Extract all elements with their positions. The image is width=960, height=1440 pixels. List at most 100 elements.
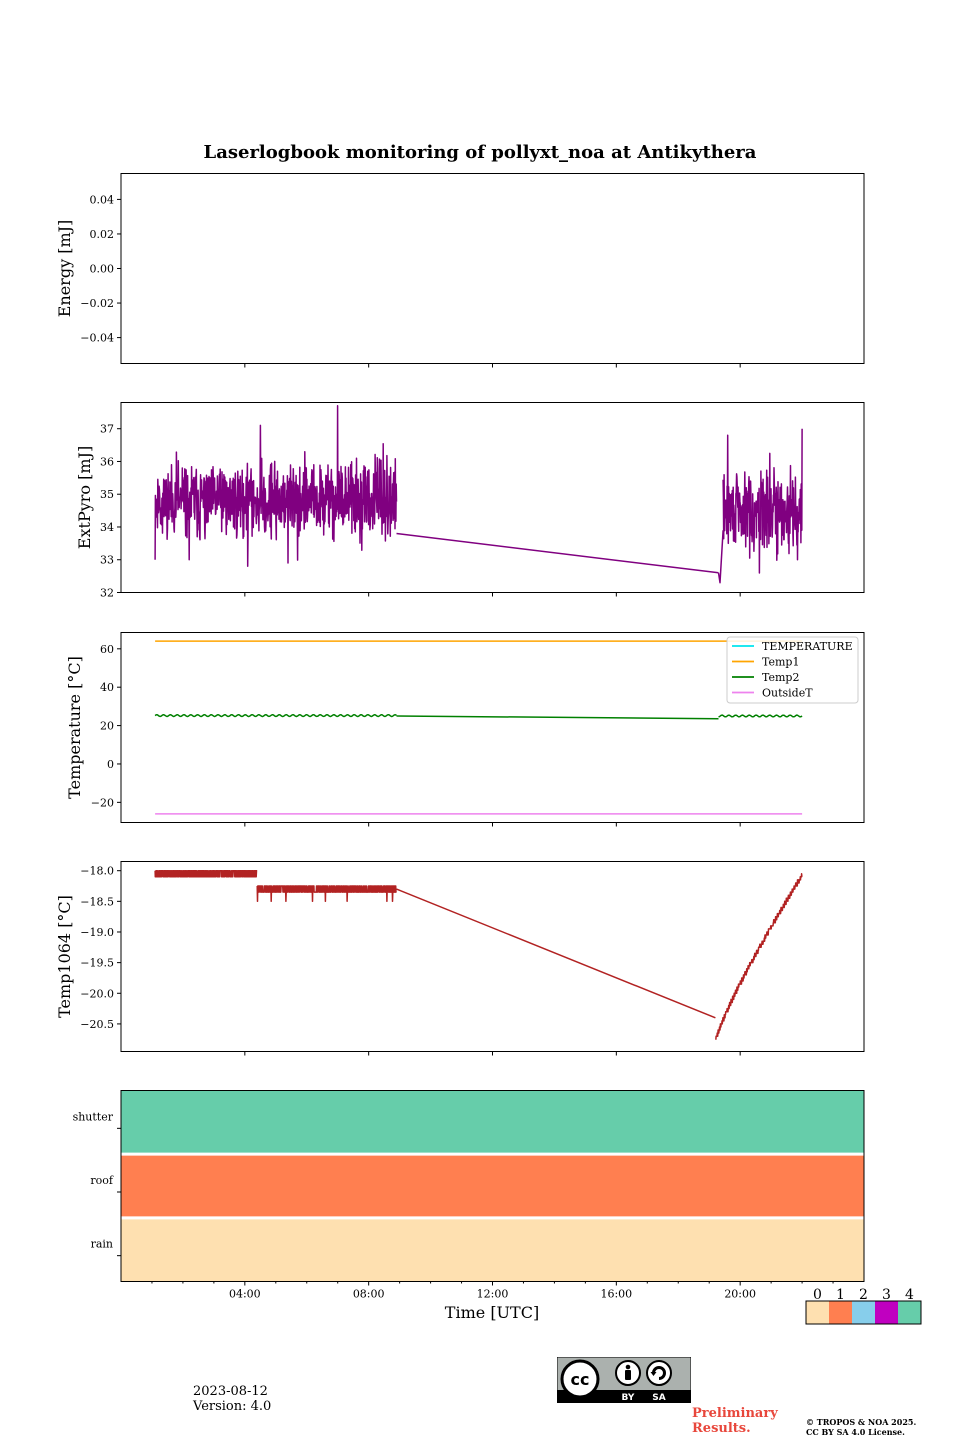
extpyro-line-segment	[722, 428, 803, 574]
energy-yticks: 0.04 0.02 0.00 −0.02 −0.04	[80, 193, 121, 345]
energy-xticks	[244, 363, 741, 368]
ytick-label: 40	[100, 681, 114, 694]
energy-axes-frame	[120, 173, 865, 364]
extpyro-line-segment	[396, 532, 719, 574]
temperature-xticks	[244, 822, 741, 827]
ytick-label: −19.5	[80, 957, 114, 970]
xtick-label: 08:00	[353, 1288, 385, 1301]
ytick-label: 34	[100, 521, 114, 534]
temp1064-line-segment	[714, 873, 803, 1040]
ytick-label: 20	[100, 720, 114, 733]
colorbar-tick-3: 3	[882, 1287, 891, 1303]
colorbar-cell-3	[875, 1301, 898, 1324]
figure-title: Laserlogbook monitoring of pollyxt_noa a…	[204, 142, 757, 163]
energy-panel: 0.04 0.02 0.00 −0.02 −0.04 Energy [mJ]	[55, 173, 865, 368]
energy-ylabel: Energy [mJ]	[55, 220, 74, 318]
extpyro-ylabel: ExtPyro [mJ]	[75, 446, 94, 549]
ytick-label: 36	[100, 455, 114, 468]
ytick-label: 0.00	[90, 263, 115, 276]
ytick-label: 0.02	[90, 228, 115, 241]
cc-icon	[560, 1359, 600, 1399]
temp1064-axes-frame	[120, 861, 865, 1052]
colorbar-cell-2	[852, 1301, 875, 1324]
colorbar-cell-4	[898, 1301, 921, 1324]
ytick-label: −19.0	[80, 926, 114, 939]
cc-glyph: cc	[571, 1370, 590, 1389]
badge-by-label: BY	[622, 1393, 635, 1403]
temp2-line-segment	[718, 714, 803, 718]
xtick-label: 20:00	[724, 1288, 756, 1301]
status-xlabel: Time [UTC]	[445, 1303, 539, 1322]
copyright-notice: © TROPOS & NOA 2025. CC BY SA 4.0 Licens…	[806, 1417, 956, 1437]
temperature-ylabel: Temperature [°C]	[65, 656, 84, 799]
ytick-label: 0.04	[90, 193, 115, 206]
ytick-label: −0.02	[80, 297, 114, 310]
xtick-label: 16:00	[600, 1288, 632, 1301]
xtick-label: 04:00	[229, 1288, 261, 1301]
temp1064-ylabel: Temp1064 [°C]	[55, 895, 74, 1018]
temperature-series	[154, 640, 803, 815]
temp1064-series	[154, 869, 803, 1040]
temp1064-panel: −18.0 −18.5 −19.0 −19.5 −20.0 −20.5 Temp1064 …	[55, 861, 865, 1056]
colorbar-frame	[805, 1300, 922, 1325]
temp1064-line-segment	[396, 888, 716, 1019]
ytick-label: 60	[100, 643, 114, 656]
ytick-label: −20.5	[80, 1018, 114, 1031]
status-row-label-shutter: shutter	[73, 1110, 114, 1123]
status-panel: shutter roof rain 04:00 08:00 12:00 16:00 20:0…	[73, 1090, 865, 1322]
xtick-label: 12:00	[477, 1288, 509, 1301]
temp2-line-segment	[154, 713, 397, 718]
badge-sa-label: SA	[652, 1393, 665, 1403]
status-xticks: 04:00 08:00 12:00 16:00 20:00	[151, 1281, 834, 1301]
extpyro-panel: 32 33 34 35 36 37 ExtPyro [mJ]	[75, 402, 865, 600]
legend-label-outsidet: OutsideT	[762, 687, 813, 700]
temperature-yticks: 60 40 20 0 −20	[91, 643, 121, 809]
temp1064-line-segment	[256, 885, 398, 903]
status-row-roof	[121, 1154, 864, 1218]
colorbar-tick-2: 2	[859, 1287, 868, 1303]
colorbar-cell-1	[829, 1301, 852, 1324]
legend-label-temperature: TEMPERATURE	[762, 640, 853, 653]
copyright-line-2: CC BY SA 4.0 License.	[806, 1427, 905, 1437]
ytick-label: 32	[100, 587, 114, 600]
extpyro-line-segment	[154, 405, 398, 567]
status-row-label-rain: rain	[91, 1238, 113, 1251]
preliminary-results-note: Preliminary Results.	[692, 1406, 778, 1436]
extpyro-xticks	[244, 592, 741, 597]
ytick-label: 0	[107, 758, 114, 771]
temp1064-line-segment	[154, 869, 258, 878]
date-text: 2023-08-12	[193, 1384, 268, 1399]
colorbar-tick-4: 4	[905, 1287, 914, 1303]
legend-label-temp2: Temp2	[762, 671, 799, 684]
sa-share-icon	[646, 1360, 672, 1386]
status-row-rain	[121, 1217, 864, 1282]
temp2-line-segment	[396, 715, 719, 720]
ytick-label: −20	[91, 796, 114, 809]
colorbar-tick-1: 1	[836, 1287, 845, 1303]
ytick-label: 37	[100, 423, 114, 436]
extpyro-line-segment	[717, 530, 724, 584]
ytick-label: −18.0	[80, 865, 114, 878]
extpyro-series	[154, 405, 803, 584]
status-row-label-roof: roof	[90, 1174, 114, 1187]
legend-label-temp1: Temp1	[762, 656, 799, 669]
copyright-line-1: © TROPOS & NOA 2025.	[806, 1417, 917, 1427]
temp1064-yticks: −18.0 −18.5 −19.0 −19.5 −20.0 −20.5	[80, 865, 121, 1031]
date-version-block: 2023-08-12 Version: 4.0	[193, 1384, 271, 1414]
temp1064-xticks	[244, 1051, 741, 1056]
ytick-label: 35	[100, 488, 114, 501]
ytick-label: 33	[100, 554, 114, 567]
ytick-label: −0.04	[80, 332, 114, 345]
temperature-legend: TEMPERATURE Temp1 Temp2 OutsideT	[726, 636, 859, 704]
legend-box	[726, 636, 859, 704]
status-yticks: shutter roof rain	[73, 1110, 121, 1257]
version-text: Version: 4.0	[193, 1399, 272, 1414]
status-rows	[121, 1090, 864, 1282]
ytick-label: −20.0	[80, 987, 114, 1000]
colorbar-tick-0: 0	[813, 1287, 822, 1303]
colorbar-cell-0	[806, 1301, 829, 1324]
ytick-label: −18.5	[80, 895, 114, 908]
